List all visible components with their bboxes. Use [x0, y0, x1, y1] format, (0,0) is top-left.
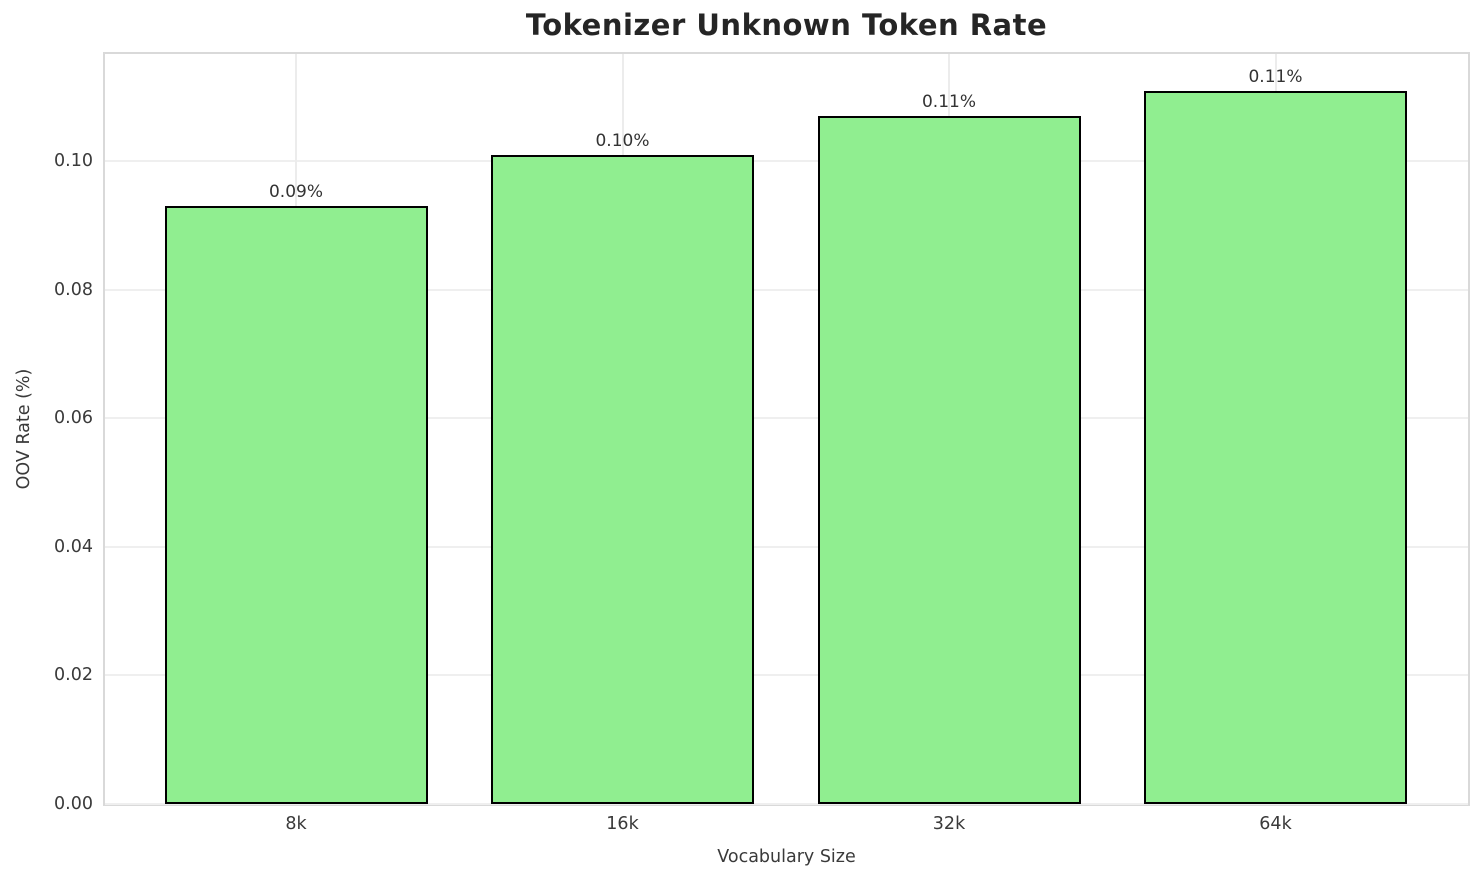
- bar-value-label: 0.11%: [921, 92, 976, 113]
- y-tick-label: 0.06: [54, 408, 93, 429]
- bar-value-label: 0.10%: [595, 130, 650, 151]
- y-tick-label: 0.00: [54, 794, 93, 814]
- gridline-horizontal: [105, 288, 1468, 291]
- gridline-horizontal: [105, 803, 1468, 805]
- y-tick-label: 0.04: [54, 536, 93, 557]
- bar-8k: [164, 206, 428, 804]
- x-tick-label: 64k: [1259, 814, 1292, 834]
- gridline-horizontal: [105, 545, 1468, 548]
- y-tick-label: 0.10: [54, 151, 93, 172]
- gridline-horizontal: [105, 417, 1468, 420]
- bar-value-label: 0.09%: [268, 182, 323, 203]
- y-tick-label: 0.02: [54, 665, 93, 686]
- bar-value-label: 0.11%: [1248, 66, 1303, 87]
- x-tick-label: 32k: [932, 814, 966, 834]
- chart-title: Tokenizer Unknown Token Rate: [525, 8, 1048, 42]
- x-axis-label: Vocabulary Size: [717, 847, 856, 867]
- x-tick-label: 8k: [285, 814, 307, 834]
- bar-32k: [817, 116, 1081, 804]
- plot-area: 0.09% 0.10% 0.11% 0.11%: [103, 52, 1470, 806]
- bar-64k: [1144, 90, 1407, 804]
- gridline-horizontal: [105, 160, 1468, 163]
- bar-16k: [491, 154, 754, 804]
- x-tick-label: 16k: [606, 814, 639, 834]
- y-tick-label: 0.08: [54, 279, 93, 300]
- gridline-horizontal: [105, 674, 1468, 677]
